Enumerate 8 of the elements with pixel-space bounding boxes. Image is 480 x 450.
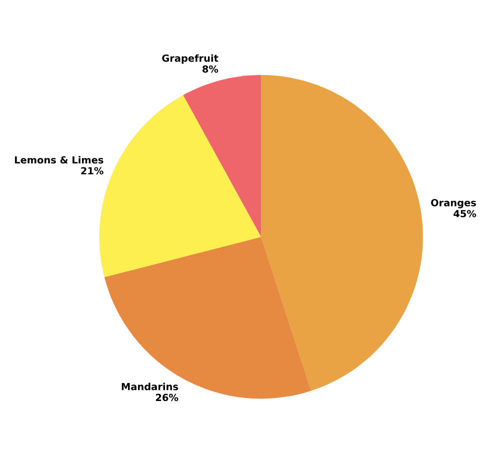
data-label: 26% (156, 394, 178, 402)
data-label: 8% (202, 65, 218, 73)
slice-label: Grapefruit (162, 54, 218, 64)
slice-label: Oranges (431, 198, 476, 208)
slice-label: Mandarins (122, 382, 178, 390)
slice-label: Lemons & Limes (14, 156, 104, 164)
data-label: 21% (81, 167, 104, 174)
data-label: 45% (454, 210, 476, 218)
